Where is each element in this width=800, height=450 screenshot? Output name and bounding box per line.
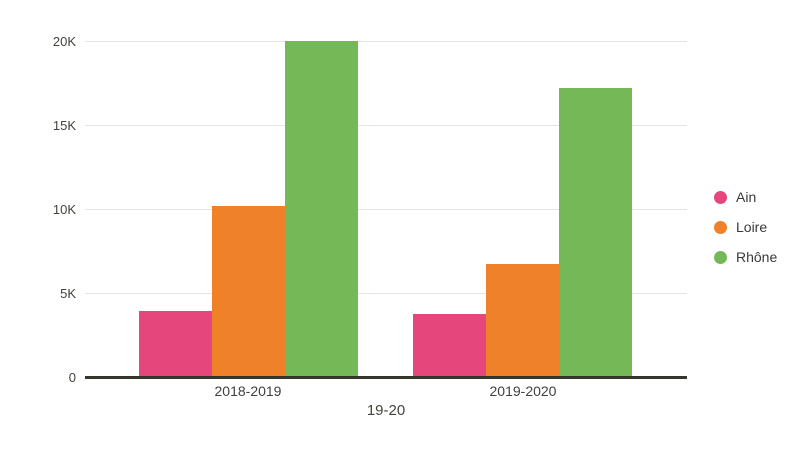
bar-loire-2018-2019[interactable]	[212, 206, 285, 378]
y-tick-label-10K: 10K	[52, 202, 76, 218]
bar-rhone-2019-2020[interactable]	[559, 88, 632, 378]
x-axis-line	[85, 376, 687, 379]
legend-marker-circle-icon	[714, 190, 727, 204]
legend-label: Ain	[736, 189, 757, 205]
gridline-15K	[85, 125, 687, 127]
x-tick-label-2018-2019: 2018-2019	[214, 383, 282, 399]
legend-label: Rhône	[736, 249, 778, 265]
plot-area	[85, 17, 687, 379]
gridline-20K	[85, 41, 687, 43]
bar-ain-2018-2019[interactable]	[139, 311, 212, 378]
legend-marker-circle-icon	[714, 250, 727, 264]
legend-item-rhone[interactable]: Rhône	[714, 242, 777, 272]
gridline-5K	[85, 293, 687, 295]
legend: Ain Loire Rhône	[714, 182, 777, 272]
bar-loire-2019-2020[interactable]	[486, 264, 559, 378]
y-tick-label-0: 0	[68, 370, 76, 385]
legend-item-ain[interactable]: Ain	[714, 182, 777, 212]
gridline-10K	[85, 209, 687, 211]
legend-marker-circle-icon	[714, 220, 727, 234]
bar-ain-2019-2020[interactable]	[413, 314, 486, 378]
legend-item-loire[interactable]: Loire	[714, 212, 777, 242]
y-tick-label-5K: 5K	[60, 286, 76, 302]
legend-label: Loire	[736, 219, 768, 235]
y-tick-label-15K: 15K	[52, 118, 76, 134]
x-axis-title: 19-20	[366, 402, 406, 419]
x-tick-label-2019-2020: 2019-2020	[489, 383, 557, 399]
y-tick-label-20K: 20K	[52, 34, 76, 50]
bar-rhone-2018-2019[interactable]	[285, 41, 358, 378]
